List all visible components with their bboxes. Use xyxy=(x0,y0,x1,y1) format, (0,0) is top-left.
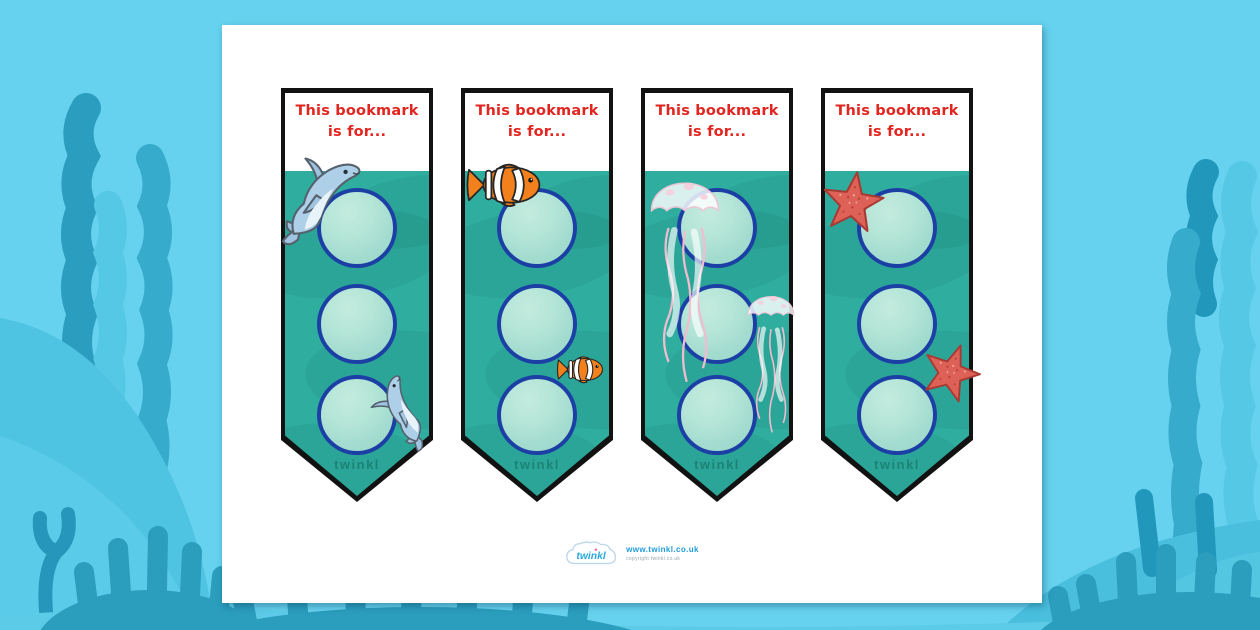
title-line1: This bookmark xyxy=(295,103,419,119)
twinkl-watermark: twinkl xyxy=(694,457,740,472)
sticker-circle xyxy=(497,375,577,455)
clownfish-icon xyxy=(556,354,606,385)
title-line1: This bookmark xyxy=(475,103,599,119)
printable-sheet: This bookmark is for... twinkl This book… xyxy=(222,25,1042,603)
twinkl-watermark: twinkl xyxy=(874,457,920,472)
bookmark-title: This bookmark is for... xyxy=(825,93,969,143)
bookmark-title: This bookmark is for... xyxy=(465,93,609,143)
sticker-circle xyxy=(317,284,397,364)
title-line2: is for... xyxy=(867,124,927,140)
bookmark-title: This bookmark is for... xyxy=(645,93,789,143)
bookmark-header: This bookmark is for... xyxy=(465,93,609,171)
title-line2: is for... xyxy=(507,124,567,140)
twinkl-watermark: twinkl xyxy=(334,457,380,472)
jellyfish-icon xyxy=(745,282,797,438)
bookmark-jellyfish: This bookmark is for... twinkl xyxy=(641,88,793,502)
logo-dot-icon xyxy=(594,548,598,551)
clownfish-icon xyxy=(465,160,545,210)
title-line1: This bookmark xyxy=(835,103,959,119)
sticker-circle xyxy=(497,284,577,364)
twinkl-logo-text: twinkl xyxy=(576,551,607,562)
twinkl-watermark: twinkl xyxy=(514,457,560,472)
twinkl-footer: twinkl www.twinkl.co.uk copyright twinkl… xyxy=(565,539,699,569)
sticker-circle xyxy=(857,284,937,364)
title-line2: is for... xyxy=(687,124,747,140)
bookmark-title: This bookmark is for... xyxy=(285,93,429,143)
starfish-icon xyxy=(815,164,892,241)
bookmark-header: This bookmark is for... xyxy=(645,93,789,171)
copyright-text: copyright twinkl.co.uk xyxy=(626,556,681,563)
title-line1: This bookmark xyxy=(655,103,779,119)
bookmark-header: This bookmark is for... xyxy=(825,93,969,171)
sticker-circle xyxy=(677,375,757,455)
sticker-circle xyxy=(857,375,937,455)
bookmark-starfish: This bookmark is for... twinkl xyxy=(821,88,973,502)
sticker-circle xyxy=(317,188,397,268)
bookmark-header: This bookmark is for... xyxy=(285,93,429,171)
sticker-circle xyxy=(677,284,757,364)
bookmark-clownfish: This bookmark is for... twinkl xyxy=(461,88,613,502)
jellyfish-icon xyxy=(647,162,723,390)
dolphin-icon xyxy=(281,156,365,248)
website-url: www.twinkl.co.uk xyxy=(626,545,699,555)
twinkl-cloud-logo: twinkl xyxy=(566,541,617,565)
title-line2: is for... xyxy=(327,124,387,140)
bookmark-dolphin: This bookmark is for... twinkl xyxy=(281,88,433,502)
